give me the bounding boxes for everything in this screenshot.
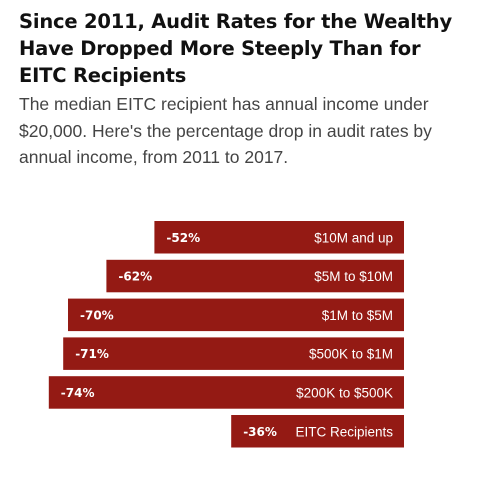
- chart-title: Since 2011, Audit Rates for the Wealthy …: [19, 10, 452, 87]
- bar-category-label: $10M and up: [314, 230, 393, 245]
- bar-value-label: -36%: [243, 425, 277, 439]
- chart-subtitle: The median EITC recipient has annual inc…: [19, 94, 432, 167]
- bar-value-label: -74%: [61, 386, 95, 400]
- bar-category-label: EITC Recipients: [295, 424, 393, 439]
- bar-group: -36% EITC Recipients: [231, 415, 404, 448]
- bar-group: -62% $5M to $10M: [106, 259, 405, 293]
- bar-value-label: -71%: [75, 347, 109, 361]
- bar: [154, 221, 404, 254]
- bar: [68, 298, 404, 332]
- bar: [48, 376, 405, 409]
- bar-group: -74% $200K to $500K: [48, 376, 405, 409]
- bar-value-label: -62%: [118, 270, 152, 284]
- bar-group: -70% $1M to $5M: [68, 298, 404, 332]
- bar-category-label: $200K to $500K: [296, 385, 393, 400]
- bar: [63, 337, 404, 370]
- bar: [231, 415, 404, 448]
- bar-value-label: -70%: [80, 308, 114, 322]
- bar-category-label: $500K to $1M: [309, 347, 393, 362]
- bar-group: -52% $10M and up: [154, 221, 404, 254]
- bar-group: -71% $500K to $1M: [63, 337, 404, 370]
- bar-category-label: $5M to $10M: [314, 269, 393, 284]
- bar: [106, 259, 405, 293]
- bar-category-label: $1M to $5M: [322, 308, 393, 323]
- bar-value-label: -52%: [166, 231, 200, 245]
